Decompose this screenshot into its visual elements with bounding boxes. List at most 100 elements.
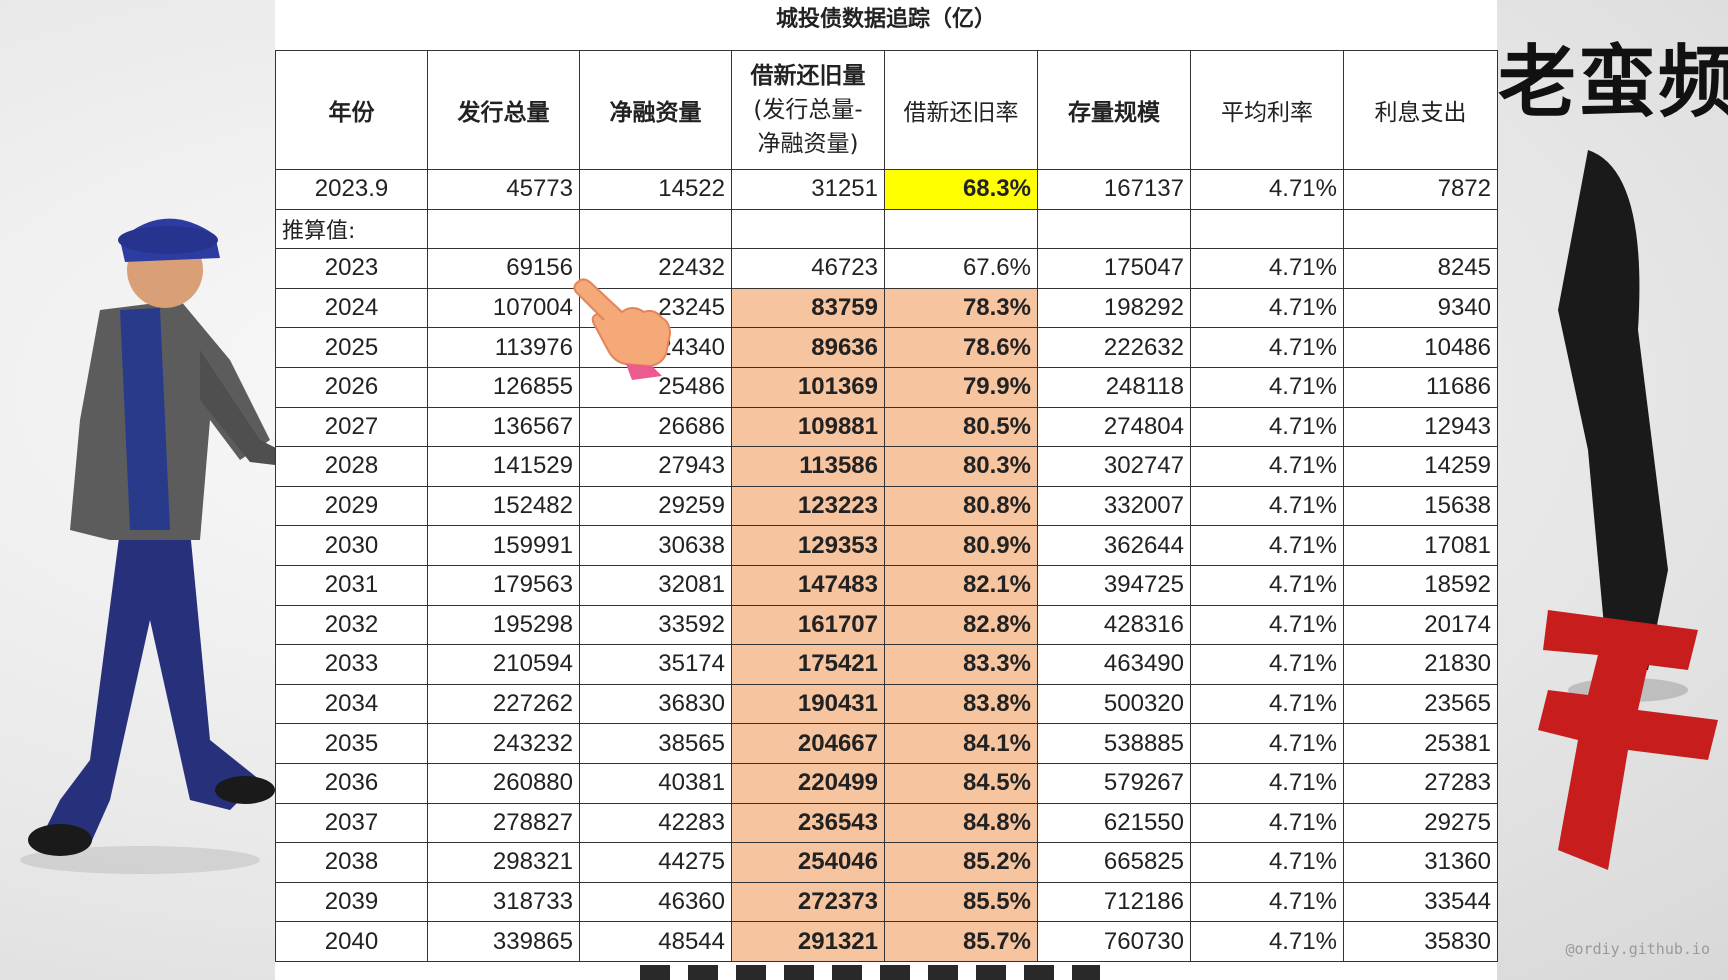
cell-interest: 11686 — [1343, 366, 1498, 408]
cell-issuance: 298321 — [427, 842, 580, 883]
actual-row: 2023.9 45773 14522 31251 68.3% 167137 4.… — [275, 169, 1498, 210]
empty-cell — [884, 208, 1038, 250]
cell-stock: 621550 — [1037, 802, 1191, 844]
table-row: 2035 243232 38565 204667 84.1% 538885 4.71% 253… — [275, 723, 1498, 764]
cell-interest: 9340 — [1343, 287, 1498, 329]
cell-stock: 538885 — [1037, 723, 1191, 764]
cell-issuance: 69156 — [427, 248, 580, 289]
cell-refinance: 291321 — [731, 921, 885, 962]
cell-refinance: 129353 — [731, 525, 885, 566]
cell-refinance-rate: 82.1% — [884, 564, 1038, 606]
cell-net-financing: 27943 — [579, 446, 732, 487]
header-avg-rate: 平均利率 — [1190, 50, 1344, 170]
cell-refinance-rate: 80.9% — [884, 525, 1038, 566]
table-row: 2036 260880 40381 220499 84.5% 579267 4.71% 272… — [275, 762, 1498, 804]
header-refinance-rate: 借新还旧率 — [884, 50, 1038, 170]
cell-refinance: 83759 — [731, 287, 885, 329]
cell-net-financing: 44275 — [579, 842, 732, 883]
cell-stock: 302747 — [1037, 446, 1191, 487]
cell-avg-rate: 4.71% — [1190, 446, 1344, 487]
table-row: 2033 210594 35174 175421 83.3% 463490 4.71% 218… — [275, 644, 1498, 685]
table-row: 2024 107004 23245 83759 78.3% 198292 4.71% 9340 — [275, 287, 1498, 329]
cell-interest: 21830 — [1343, 644, 1498, 685]
table-row: 2028 141529 27943 113586 80.3% 302747 4.71% 142… — [275, 446, 1498, 487]
cell-avg-rate: 4.71% — [1190, 762, 1344, 804]
cell-issuance: 278827 — [427, 802, 580, 844]
table-row: 2032 195298 33592 161707 82.8% 428316 4.71% 201… — [275, 604, 1498, 646]
bond-data-table: 年份 发行总量 净融资量 借新还旧量 (发行总量- 净融资量) 借新还旧率 存量… — [275, 50, 1498, 962]
cell-issuance: 45773 — [427, 169, 580, 210]
cell-net-financing: 29259 — [579, 485, 732, 527]
cell-refinance-rate: 84.1% — [884, 723, 1038, 764]
cell-refinance: 220499 — [731, 762, 885, 804]
empty-cell — [1037, 208, 1191, 250]
subtitle-strip — [640, 965, 1100, 980]
cell-year: 2033 — [275, 644, 428, 685]
cell-avg-rate: 4.71% — [1190, 802, 1344, 844]
header-issuance: 发行总量 — [427, 50, 580, 170]
cell-stock: 500320 — [1037, 683, 1191, 725]
cell-interest: 14259 — [1343, 446, 1498, 487]
cell-year: 2023 — [275, 248, 428, 289]
cell-refinance: 113586 — [731, 446, 885, 487]
cell-refinance: 254046 — [731, 842, 885, 883]
cell-net-financing: 30638 — [579, 525, 732, 566]
cell-year: 2027 — [275, 406, 428, 448]
cell-stock: 362644 — [1037, 525, 1191, 566]
cell-avg-rate: 4.71% — [1190, 287, 1344, 329]
cell-stock: 394725 — [1037, 564, 1191, 606]
empty-cell — [579, 208, 732, 250]
table-row: 2040 339865 48544 291321 85.7% 760730 4.71% 358… — [275, 921, 1498, 962]
cell-interest: 18592 — [1343, 564, 1498, 606]
cell-stock: 760730 — [1037, 921, 1191, 962]
table-row: 2031 179563 32081 147483 82.1% 394725 4.71% 185… — [275, 564, 1498, 606]
cell-issuance: 141529 — [427, 446, 580, 487]
section-row: 推算值: — [275, 208, 1498, 250]
header-net-financing: 净融资量 — [579, 50, 732, 170]
cell-avg-rate: 4.71% — [1190, 327, 1344, 368]
cell-stock: 665825 — [1037, 842, 1191, 883]
cell-stock: 463490 — [1037, 644, 1191, 685]
cell-net-financing: 23245 — [579, 287, 732, 329]
cell-avg-rate: 4.71% — [1190, 564, 1344, 606]
dark-figure-image — [1538, 150, 1718, 870]
cell-net-financing: 32081 — [579, 564, 732, 606]
cell-refinance: 272373 — [731, 881, 885, 923]
header-refinance-line2: (发行总量- — [753, 97, 863, 123]
cell-issuance: 195298 — [427, 604, 580, 646]
cell-year: 2036 — [275, 762, 428, 804]
cell-issuance: 339865 — [427, 921, 580, 962]
cell-refinance: 101369 — [731, 366, 885, 408]
cell-issuance: 210594 — [427, 644, 580, 685]
table-row: 2029 152482 29259 123223 80.8% 332007 4.71% 156… — [275, 485, 1498, 527]
cell-issuance: 107004 — [427, 287, 580, 329]
cell-interest: 10486 — [1343, 327, 1498, 368]
cell-net-financing: 14522 — [579, 169, 732, 210]
cell-avg-rate: 4.71% — [1190, 406, 1344, 448]
cell-year: 2039 — [275, 881, 428, 923]
cell-interest: 29275 — [1343, 802, 1498, 844]
cell-stock: 198292 — [1037, 287, 1191, 329]
cell-net-financing: 38565 — [579, 723, 732, 764]
cell-year: 2035 — [275, 723, 428, 764]
table-sheet: 城投债数据追踪（亿） 年份 发行总量 净融资量 借新还旧量 (发行总量- 净融资… — [275, 0, 1498, 980]
header-refinance: 借新还旧量 (发行总量- 净融资量) — [731, 50, 885, 170]
table-row: 2025 113976 24340 89636 78.6% 222632 4.71% 1048… — [275, 327, 1498, 368]
table-title: 城投债数据追踪（亿） — [775, 7, 996, 32]
cell-stock: 248118 — [1037, 366, 1191, 408]
cell-avg-rate: 4.71% — [1190, 683, 1344, 725]
cell-year: 2025 — [275, 327, 428, 368]
cell-interest: 7872 — [1343, 169, 1498, 210]
cell-interest: 23565 — [1343, 683, 1498, 725]
cell-year: 2031 — [275, 564, 428, 606]
cell-refinance-rate: 85.5% — [884, 881, 1038, 923]
cell-issuance: 260880 — [427, 762, 580, 804]
cell-year: 2040 — [275, 921, 428, 962]
cell-issuance: 227262 — [427, 683, 580, 725]
cell-interest: 8245 — [1343, 248, 1498, 289]
table-row: 2037 278827 42283 236543 84.8% 621550 4.71% 292… — [275, 802, 1498, 844]
cell-refinance: 204667 — [731, 723, 885, 764]
cell-issuance: 159991 — [427, 525, 580, 566]
cell-interest: 15638 — [1343, 485, 1498, 527]
cell-refinance: 147483 — [731, 564, 885, 606]
